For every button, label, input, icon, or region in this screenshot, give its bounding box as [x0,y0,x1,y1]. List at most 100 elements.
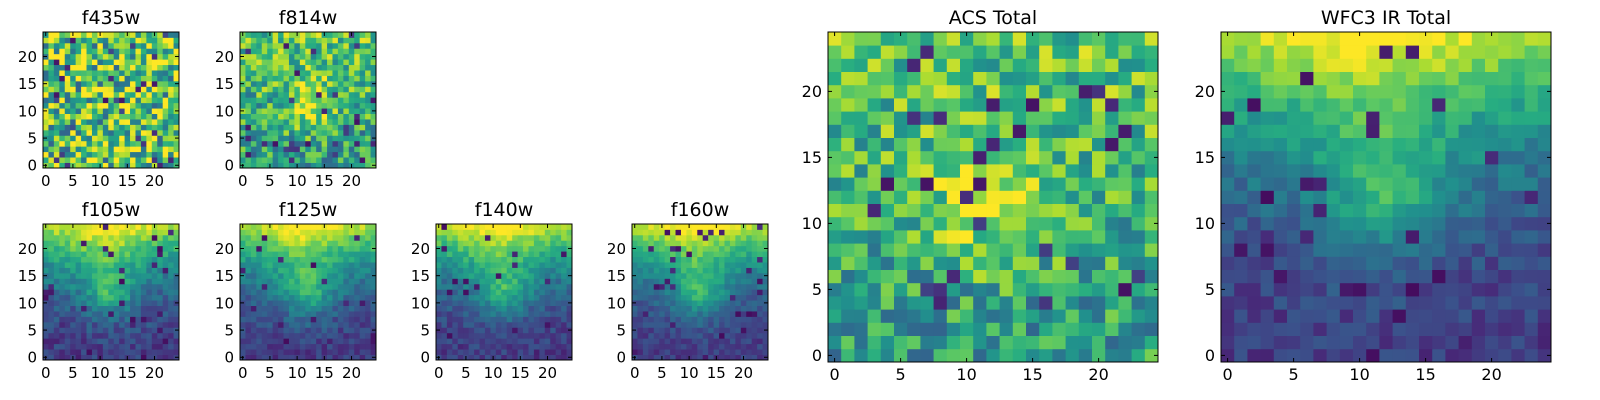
heatmap-cell [272,140,279,147]
heatmap-cell [680,240,687,247]
heatmap-cell [130,354,136,361]
heatmap-cell [310,316,317,323]
heatmap-cell [310,135,317,142]
heatmap-cell [880,348,895,363]
heatmap-cell [168,349,174,355]
heatmap-cell [446,311,453,317]
heatmap-cell [327,59,333,66]
heatmap-cell [53,311,60,317]
heatmap-cell [305,135,312,142]
heatmap-cell [59,70,66,76]
heatmap-cell [751,294,758,301]
heatmap-cell [267,321,274,328]
heatmap-cell [867,58,882,72]
heatmap-cell [933,203,948,218]
heatmap-cell [452,262,459,268]
heatmap-cell [495,262,502,268]
heatmap-cell [261,151,268,158]
heatmap-cell [113,251,120,258]
heatmap-cell [960,348,974,363]
heatmap-cell [561,332,567,339]
heatmap-cell [365,157,371,163]
heatmap-cell [283,59,290,66]
heatmap-cell [1392,177,1407,191]
heatmap-cell [1065,124,1080,138]
heatmap-cell [474,321,480,328]
heatmap-cell [1105,216,1119,231]
heatmap-cell [359,256,366,263]
heatmap-cell [327,48,333,55]
heatmap-cell [321,349,328,355]
heatmap-cell [124,80,131,87]
heatmap-cell [140,135,147,142]
heatmap-cell [173,97,180,104]
heatmap-cell [130,240,136,247]
heatmap-cell [1039,150,1053,165]
heatmap-cell [479,262,486,268]
heatmap-cell [751,278,758,285]
heatmap-cell [370,332,377,339]
heatmap-cell [523,267,529,274]
heatmap-cell [528,262,535,268]
heatmap-cell [272,289,279,296]
heatmap-cell [81,354,87,361]
heatmap-cell [53,97,60,104]
heatmap-cell [278,119,284,125]
heatmap-cell [691,327,698,334]
heatmap-cell [327,332,333,339]
heatmap-cell [365,278,371,285]
heatmap-cell [272,283,279,290]
heatmap-cell [1247,269,1261,284]
heatmap-cell [468,272,475,279]
heatmap-cell [452,305,459,312]
heatmap-cell [43,129,49,136]
heatmap-cell [1065,111,1080,125]
heatmap-cell [566,256,573,263]
heatmap-cell [986,111,1000,125]
heatmap-cell [135,119,142,125]
heatmap-cell [746,283,753,290]
heatmap-cell [168,113,174,120]
heatmap-cell [484,224,491,230]
heatmap-cell [157,305,164,312]
heatmap-cell [501,338,508,345]
heatmap-cell [907,150,921,165]
heatmap-cell [124,53,131,60]
heatmap-cell [267,251,274,258]
heatmap-cell [53,124,60,131]
heatmap-cell [724,338,731,345]
heatmap-cell [1247,282,1261,297]
heatmap-cell [370,86,377,93]
heatmap-cell [1144,322,1159,336]
heatmap-cell [468,262,475,268]
heatmap-cell [729,240,736,247]
heatmap-cell [343,343,350,350]
heatmap-cell [240,332,246,339]
heatmap-cell [1221,164,1235,178]
heatmap-cell [86,80,93,87]
heatmap-cell [1511,203,1525,218]
heatmap-cell [1405,177,1420,191]
heatmap-cell [294,267,301,274]
heatmap-cell [920,124,934,138]
heatmap-cell [490,321,497,328]
heatmap-cell [283,272,290,279]
heatmap-cell [310,140,317,147]
heatmap-cell [479,289,486,296]
heatmap-cell [436,343,442,350]
heatmap-cell [250,283,257,290]
heatmap-cell [1234,282,1248,297]
heatmap-cell [157,129,164,136]
heatmap-cell [746,251,753,258]
heatmap-cell [337,102,344,109]
heatmap-cell [894,348,908,363]
heatmap-cell [337,267,344,274]
heatmap-cell [48,113,55,120]
heatmap-cell [86,256,93,263]
heatmap-cell [146,135,153,142]
heatmap-cell [484,289,491,296]
heatmap-cell [1260,150,1275,165]
heatmap-cell [867,164,882,178]
heatmap-cell [75,267,82,274]
heatmap-cell [501,262,508,268]
